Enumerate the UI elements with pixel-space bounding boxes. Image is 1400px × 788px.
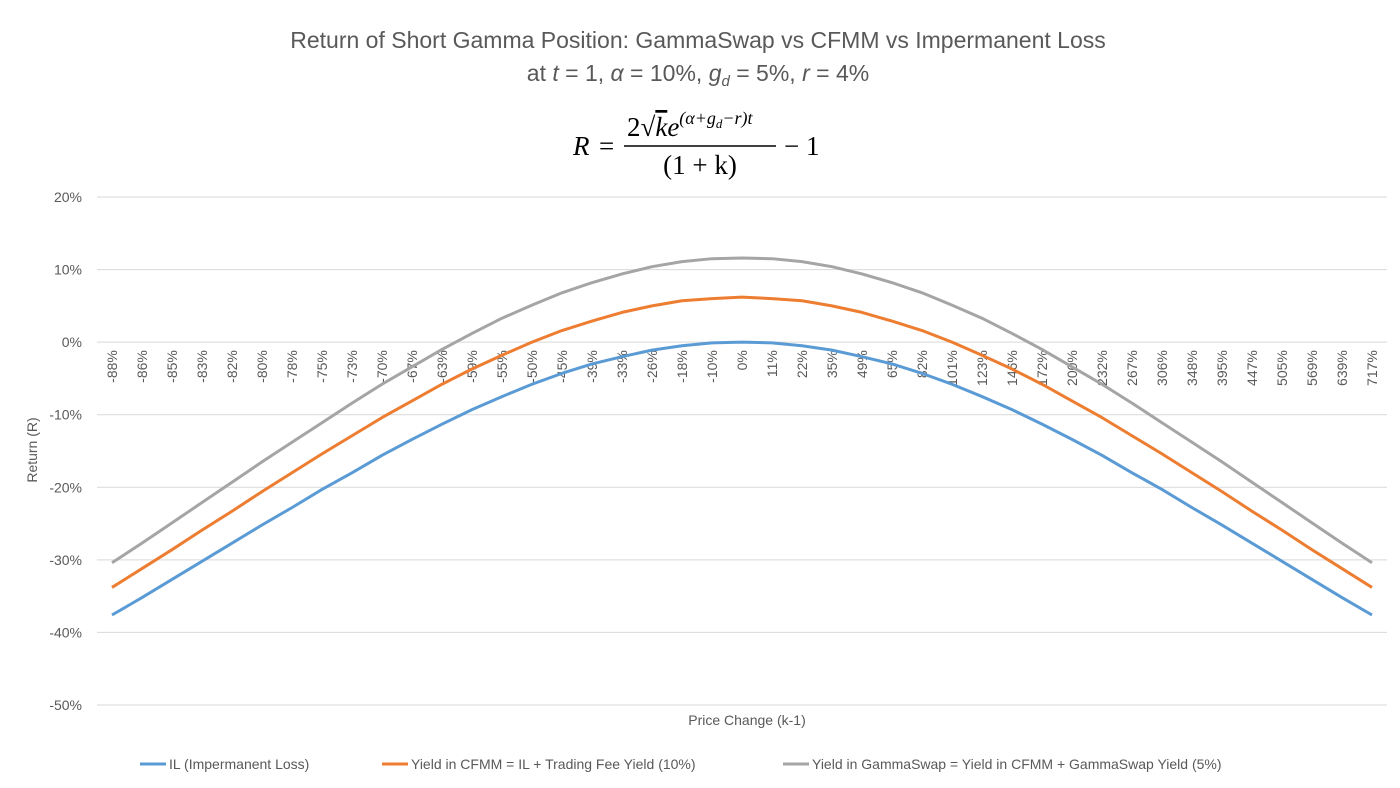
x-tick-label: -85%	[164, 350, 180, 383]
x-tick-label: -88%	[104, 350, 120, 383]
x-tick-label: 11%	[764, 350, 780, 377]
series-line	[111, 295, 1373, 589]
x-tick-label: 639%	[1334, 350, 1350, 386]
x-tick-label: -26%	[644, 350, 660, 383]
x-tick-label: -63%	[434, 350, 450, 383]
formula-denominator: (1 + k)	[663, 150, 737, 180]
chart-subtitle: at t = 1, α = 10%, gd = 5%, r = 4%	[527, 60, 869, 90]
x-tick-label: 0%	[734, 350, 750, 370]
x-axis-title: Price Change (k-1)	[688, 712, 806, 728]
y-tick-label: -10%	[49, 407, 82, 423]
x-tick-label: -45%	[554, 350, 570, 383]
x-tick-label: 123%	[974, 350, 990, 386]
chart-title: Return of Short Gamma Position: GammaSwa…	[290, 27, 1106, 53]
x-tick-label: -75%	[314, 350, 330, 383]
x-tick-label: -70%	[374, 350, 390, 383]
x-tick-label: 505%	[1274, 350, 1290, 386]
y-tick-label: -30%	[49, 552, 82, 568]
x-tick-label: -83%	[194, 350, 210, 383]
legend-label: Yield in CFMM = IL + Trading Fee Yield (…	[411, 756, 696, 772]
x-tick-label: 348%	[1184, 350, 1200, 386]
y-tick-label: -50%	[49, 697, 82, 713]
x-tick-label: -73%	[344, 350, 360, 383]
formula-part: =	[599, 131, 614, 161]
x-tick-label: 101%	[944, 350, 960, 386]
formula: R = 2√ke(α+gd−r)t (1 + k) − 1	[572, 108, 819, 180]
y-tick-label: 0%	[62, 334, 82, 350]
x-tick-label: 306%	[1154, 350, 1170, 386]
x-tick-label: -59%	[464, 350, 480, 383]
y-tick-label: 10%	[54, 262, 82, 278]
x-tick-label: -10%	[704, 350, 720, 383]
series-line	[111, 256, 1373, 565]
x-tick-label: 22%	[794, 350, 810, 378]
x-tick-label: -39%	[584, 350, 600, 383]
x-tick-label: -82%	[224, 350, 240, 383]
y-tick-label: 20%	[54, 189, 82, 205]
formula-part: R	[572, 131, 590, 161]
x-tick-label: -78%	[284, 350, 300, 383]
x-tick-label: 35%	[824, 350, 840, 378]
formula-numerator: 2√ke(α+gd−r)t	[627, 108, 754, 142]
y-tick-label: -40%	[49, 624, 82, 640]
x-tick-label: -86%	[134, 350, 150, 383]
legend-label: IL (Impermanent Loss)	[169, 756, 309, 772]
y-tick-label: -20%	[49, 479, 82, 495]
x-tick-label: -80%	[254, 350, 270, 383]
legend-label: Yield in GammaSwap = Yield in CFMM + Gam…	[812, 756, 1222, 772]
x-tick-label: 267%	[1124, 350, 1140, 386]
x-tick-label: 395%	[1214, 350, 1230, 386]
x-tick-label: 717%	[1364, 350, 1380, 386]
x-tick-label: -50%	[524, 350, 540, 383]
x-tick-label: 447%	[1244, 350, 1260, 386]
x-tick-label: -18%	[674, 350, 690, 383]
formula-part: − 1	[784, 131, 819, 161]
x-tick-label: 172%	[1034, 350, 1050, 386]
x-tick-label: 232%	[1094, 350, 1110, 386]
y-axis-title: Return (R)	[24, 417, 40, 482]
series-line	[111, 340, 1373, 617]
x-tick-label: 569%	[1304, 350, 1320, 386]
